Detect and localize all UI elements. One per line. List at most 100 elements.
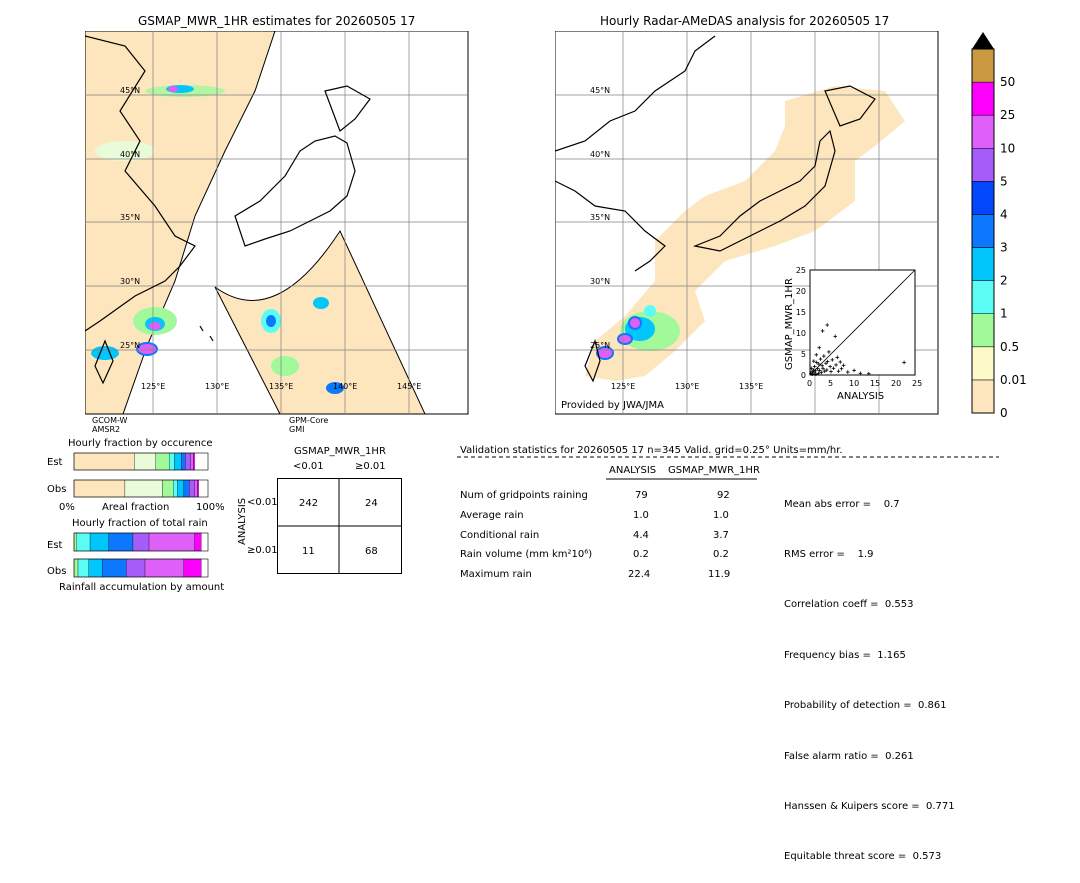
colorbar-box <box>971 247 995 281</box>
scatter-point <box>822 354 826 358</box>
colorbar-label: 25 <box>1000 108 1015 122</box>
colorbar: 0 0.01 0.5 1 2 3 4 5 10 25 50 <box>971 32 1027 420</box>
scatter-point <box>902 360 906 365</box>
scatter-point <box>814 360 819 365</box>
lon-label: 125°E <box>611 382 635 391</box>
stat-label: Maximum rain <box>460 569 532 580</box>
scatter-xtick: 10 <box>849 379 859 388</box>
scatter-point <box>815 366 820 371</box>
cell-hits-neg: 242 <box>299 498 318 509</box>
scatter-point <box>817 362 821 366</box>
contingency-col-ge: ≥0.01 <box>355 461 386 472</box>
lat-label: 30°N <box>590 277 610 286</box>
bar-segment <box>194 479 198 498</box>
scatter-point <box>825 323 830 327</box>
scatter-point <box>830 358 835 362</box>
bar-segment <box>88 558 103 578</box>
lon-label: 130°E <box>675 382 699 391</box>
colorbar-box <box>971 346 995 381</box>
scatter-point <box>812 364 817 369</box>
scatter-point <box>834 363 838 367</box>
scatter-point <box>858 371 863 376</box>
left-swath-1 <box>85 31 276 415</box>
colorbar-box <box>971 181 995 215</box>
scatter-point <box>820 363 824 368</box>
contingency-col-lt: <0.01 <box>293 461 324 472</box>
bar-segment <box>89 532 109 552</box>
bar-segment <box>134 452 156 471</box>
lon-label: 130°E <box>205 382 229 391</box>
satellite-label-left: GCOM-W AMSR2 <box>92 416 128 434</box>
bar-segment <box>73 558 79 578</box>
stat-label: Rain volume (mm km²10⁶) <box>460 549 593 560</box>
tick-100pct: 100% <box>196 502 224 513</box>
bar-segment <box>144 558 185 578</box>
lon-label: 125°E <box>141 382 165 391</box>
score-bias: Frequency bias = 1.165 <box>784 649 906 661</box>
scatter-point <box>825 368 829 372</box>
stat-gsmap: 0.2 <box>713 549 729 560</box>
scatter-point <box>835 355 840 360</box>
scatter-point <box>846 370 850 374</box>
scatter-xlabel: ANALYSIS <box>837 391 884 402</box>
bar-segment <box>189 479 195 498</box>
bar-segment <box>76 532 91 552</box>
colorbar-label: 0.01 <box>1000 373 1027 387</box>
left-swath-2 <box>214 229 426 415</box>
occurrence-xlabel: Areal fraction <box>102 502 169 513</box>
scatter-ytick: 5 <box>801 350 806 359</box>
scatter-point <box>811 368 816 372</box>
bar-segment <box>73 479 126 498</box>
right-map-title: Hourly Radar-AMeDAS analysis for 2026050… <box>600 14 890 28</box>
scatter-point <box>833 334 837 339</box>
scatter-point <box>839 366 844 371</box>
scatter-point <box>822 369 827 374</box>
lat-label: 40°N <box>590 150 610 159</box>
scatter-point <box>867 371 871 376</box>
bar-segment <box>148 532 195 552</box>
scatter-ytick: 10 <box>796 329 806 338</box>
colorbar-box <box>971 114 995 149</box>
colorbar-label: 1 <box>1000 307 1008 321</box>
scatter-point <box>811 359 816 363</box>
score-corr: Correlation coeff = 0.553 <box>784 599 914 611</box>
scatter-xtick: 0 <box>807 379 812 388</box>
row-label-obs: Obs <box>47 484 66 495</box>
scatter-point <box>825 359 830 364</box>
bar-segment <box>162 479 174 498</box>
satellite-label-right: GPM-Core GMI <box>289 416 329 434</box>
left-map: 45°N 40°N 35°N 30°N 25°N 125°E 130°E 135… <box>85 31 469 415</box>
stat-analysis: 0.2 <box>633 549 649 560</box>
colorbar-label: 5 <box>1000 174 1008 188</box>
totalrain-xlabel: Rainfall accumulation by amount <box>59 582 224 593</box>
right-radar-coverage <box>585 86 905 381</box>
contingency-row-lt: <0.01 <box>247 497 278 508</box>
scatter-point <box>813 369 818 373</box>
score-ets: Equitable threat score = 0.573 <box>784 851 942 863</box>
colorbar-label: 0.5 <box>1000 340 1019 354</box>
scatter-point <box>841 363 846 368</box>
lat-label: 45°N <box>120 86 140 95</box>
colorbar-box <box>971 148 995 182</box>
bar-segment <box>193 452 195 471</box>
colorbar-label: 2 <box>1000 274 1008 288</box>
bar-outline <box>73 479 209 498</box>
colorbar-label: 50 <box>1000 75 1015 89</box>
scatter-point <box>827 350 831 354</box>
left-rain-patches <box>91 85 344 394</box>
stat-analysis: 22.4 <box>628 569 651 580</box>
colorbar-box <box>971 48 995 83</box>
stat-label: Conditional rain <box>460 530 540 541</box>
bar-segment <box>181 452 186 471</box>
scatter-point <box>821 366 825 371</box>
bar-outline <box>73 532 209 552</box>
stat-gsmap: 11.9 <box>708 569 731 580</box>
score-hk: Hanssen & Kuipers score = 0.771 <box>784 800 955 812</box>
colorbar-label: 4 <box>1000 207 1008 221</box>
scatter-point <box>836 369 841 374</box>
scatter-point <box>809 371 813 376</box>
scatter-ylabel: GSMAP_MWR_1HR <box>784 278 795 370</box>
scatter-xtick: 20 <box>891 379 901 388</box>
bar-segment <box>183 479 190 498</box>
scatter-point <box>818 357 823 361</box>
